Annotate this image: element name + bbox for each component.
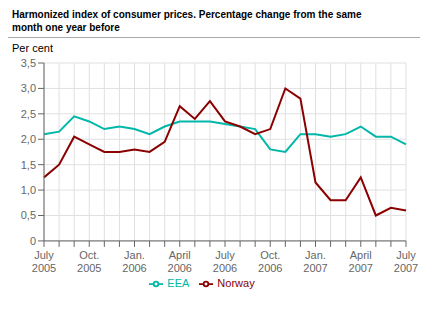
svg-text:Jan.2006: Jan.2006 [122, 249, 146, 274]
svg-text:3,5: 3,5 [21, 57, 36, 69]
svg-text:2,0: 2,0 [21, 133, 36, 145]
svg-text:1,5: 1,5 [21, 159, 36, 171]
html-text:month one year before: month one year before [12, 22, 120, 33]
svg-text:July2005: July2005 [32, 249, 56, 274]
svg-text:July2007: July2007 [394, 249, 418, 274]
svg-text:1,0: 1,0 [21, 184, 36, 196]
html-text:EEA: EEA [167, 276, 190, 289]
svg-text:April2006: April2006 [168, 249, 192, 274]
html-text:Per cent: Per cent [12, 42, 53, 54]
svg-text:Oct.2006: Oct.2006 [258, 249, 282, 274]
svg-text:3,0: 3,0 [21, 82, 36, 94]
svg-text:0,5: 0,5 [21, 209, 36, 221]
svg-text:Oct.2005: Oct.2005 [77, 249, 101, 274]
svg-text:April2007: April2007 [349, 249, 373, 274]
svg-text:Jan.2007: Jan.2007 [303, 249, 327, 274]
html-text:Harmonized index of consumer p: Harmonized index of consumer prices. Per… [12, 9, 362, 20]
svg-text:0: 0 [30, 235, 36, 247]
html-text:Norway: Norway [217, 276, 255, 289]
svg-text:2,5: 2,5 [21, 108, 36, 120]
svg-text:July2006: July2006 [213, 249, 237, 274]
